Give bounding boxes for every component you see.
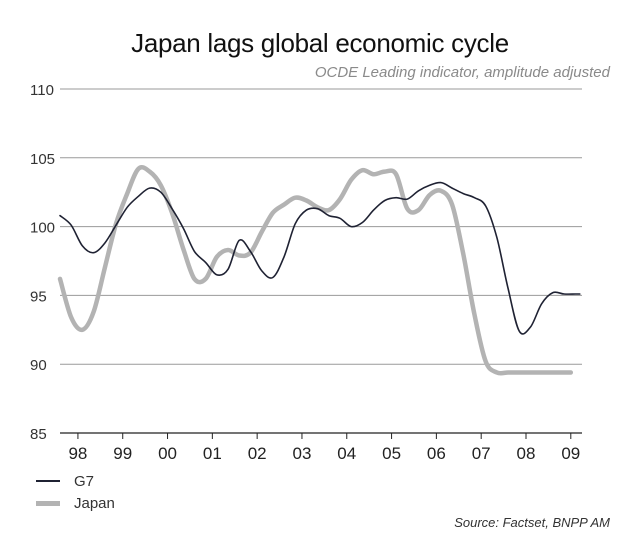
x-tick-label: 08: [517, 444, 536, 463]
x-tick-label: 00: [158, 444, 177, 463]
x-tick-label: 99: [113, 444, 132, 463]
x-tick-label: 09: [561, 444, 580, 463]
y-tick-label: 110: [30, 82, 54, 99]
x-tick-labels: 98 99 00 01 02 03 04 05 06 07 08 09: [68, 433, 580, 463]
legend-label-g7: G7: [74, 472, 95, 490]
series-line-japan: [57, 165, 574, 376]
y-tick-label: 100: [30, 220, 55, 237]
y-tick-label: 90: [30, 357, 47, 374]
x-tick-label: 01: [203, 444, 222, 463]
x-tick-label: 04: [337, 444, 356, 463]
source-note: Source: Factset, BNPP AM: [454, 515, 610, 530]
x-tick-label: 98: [68, 444, 87, 463]
chart-subtitle: OCDE Leading indicator, amplitude adjust…: [314, 64, 610, 81]
legend-item-japan: Japan: [36, 492, 115, 514]
legend-swatch-g7: [36, 480, 60, 482]
y-tick-label: 105: [30, 151, 55, 168]
x-tick-label: 06: [427, 444, 446, 463]
legend-swatch-japan: [36, 500, 60, 506]
chart-title: Japan lags global economic cycle: [131, 28, 509, 58]
legend-item-g7: G7: [36, 470, 115, 492]
x-tick-label: 02: [248, 444, 267, 463]
x-tick-label: 05: [382, 444, 401, 463]
y-tick-label: 95: [30, 288, 47, 305]
x-tick-label: 03: [292, 444, 311, 463]
y-tick-label: 85: [30, 426, 47, 443]
series-lines: [57, 165, 581, 376]
x-tick-label: 07: [472, 444, 491, 463]
y-axis: 85 90 95 100 105 110: [30, 82, 55, 443]
series-line-g7: [59, 181, 581, 335]
legend-label-japan: Japan: [74, 494, 115, 512]
legend: G7 Japan: [36, 470, 115, 514]
gridlines: [60, 88, 582, 365]
